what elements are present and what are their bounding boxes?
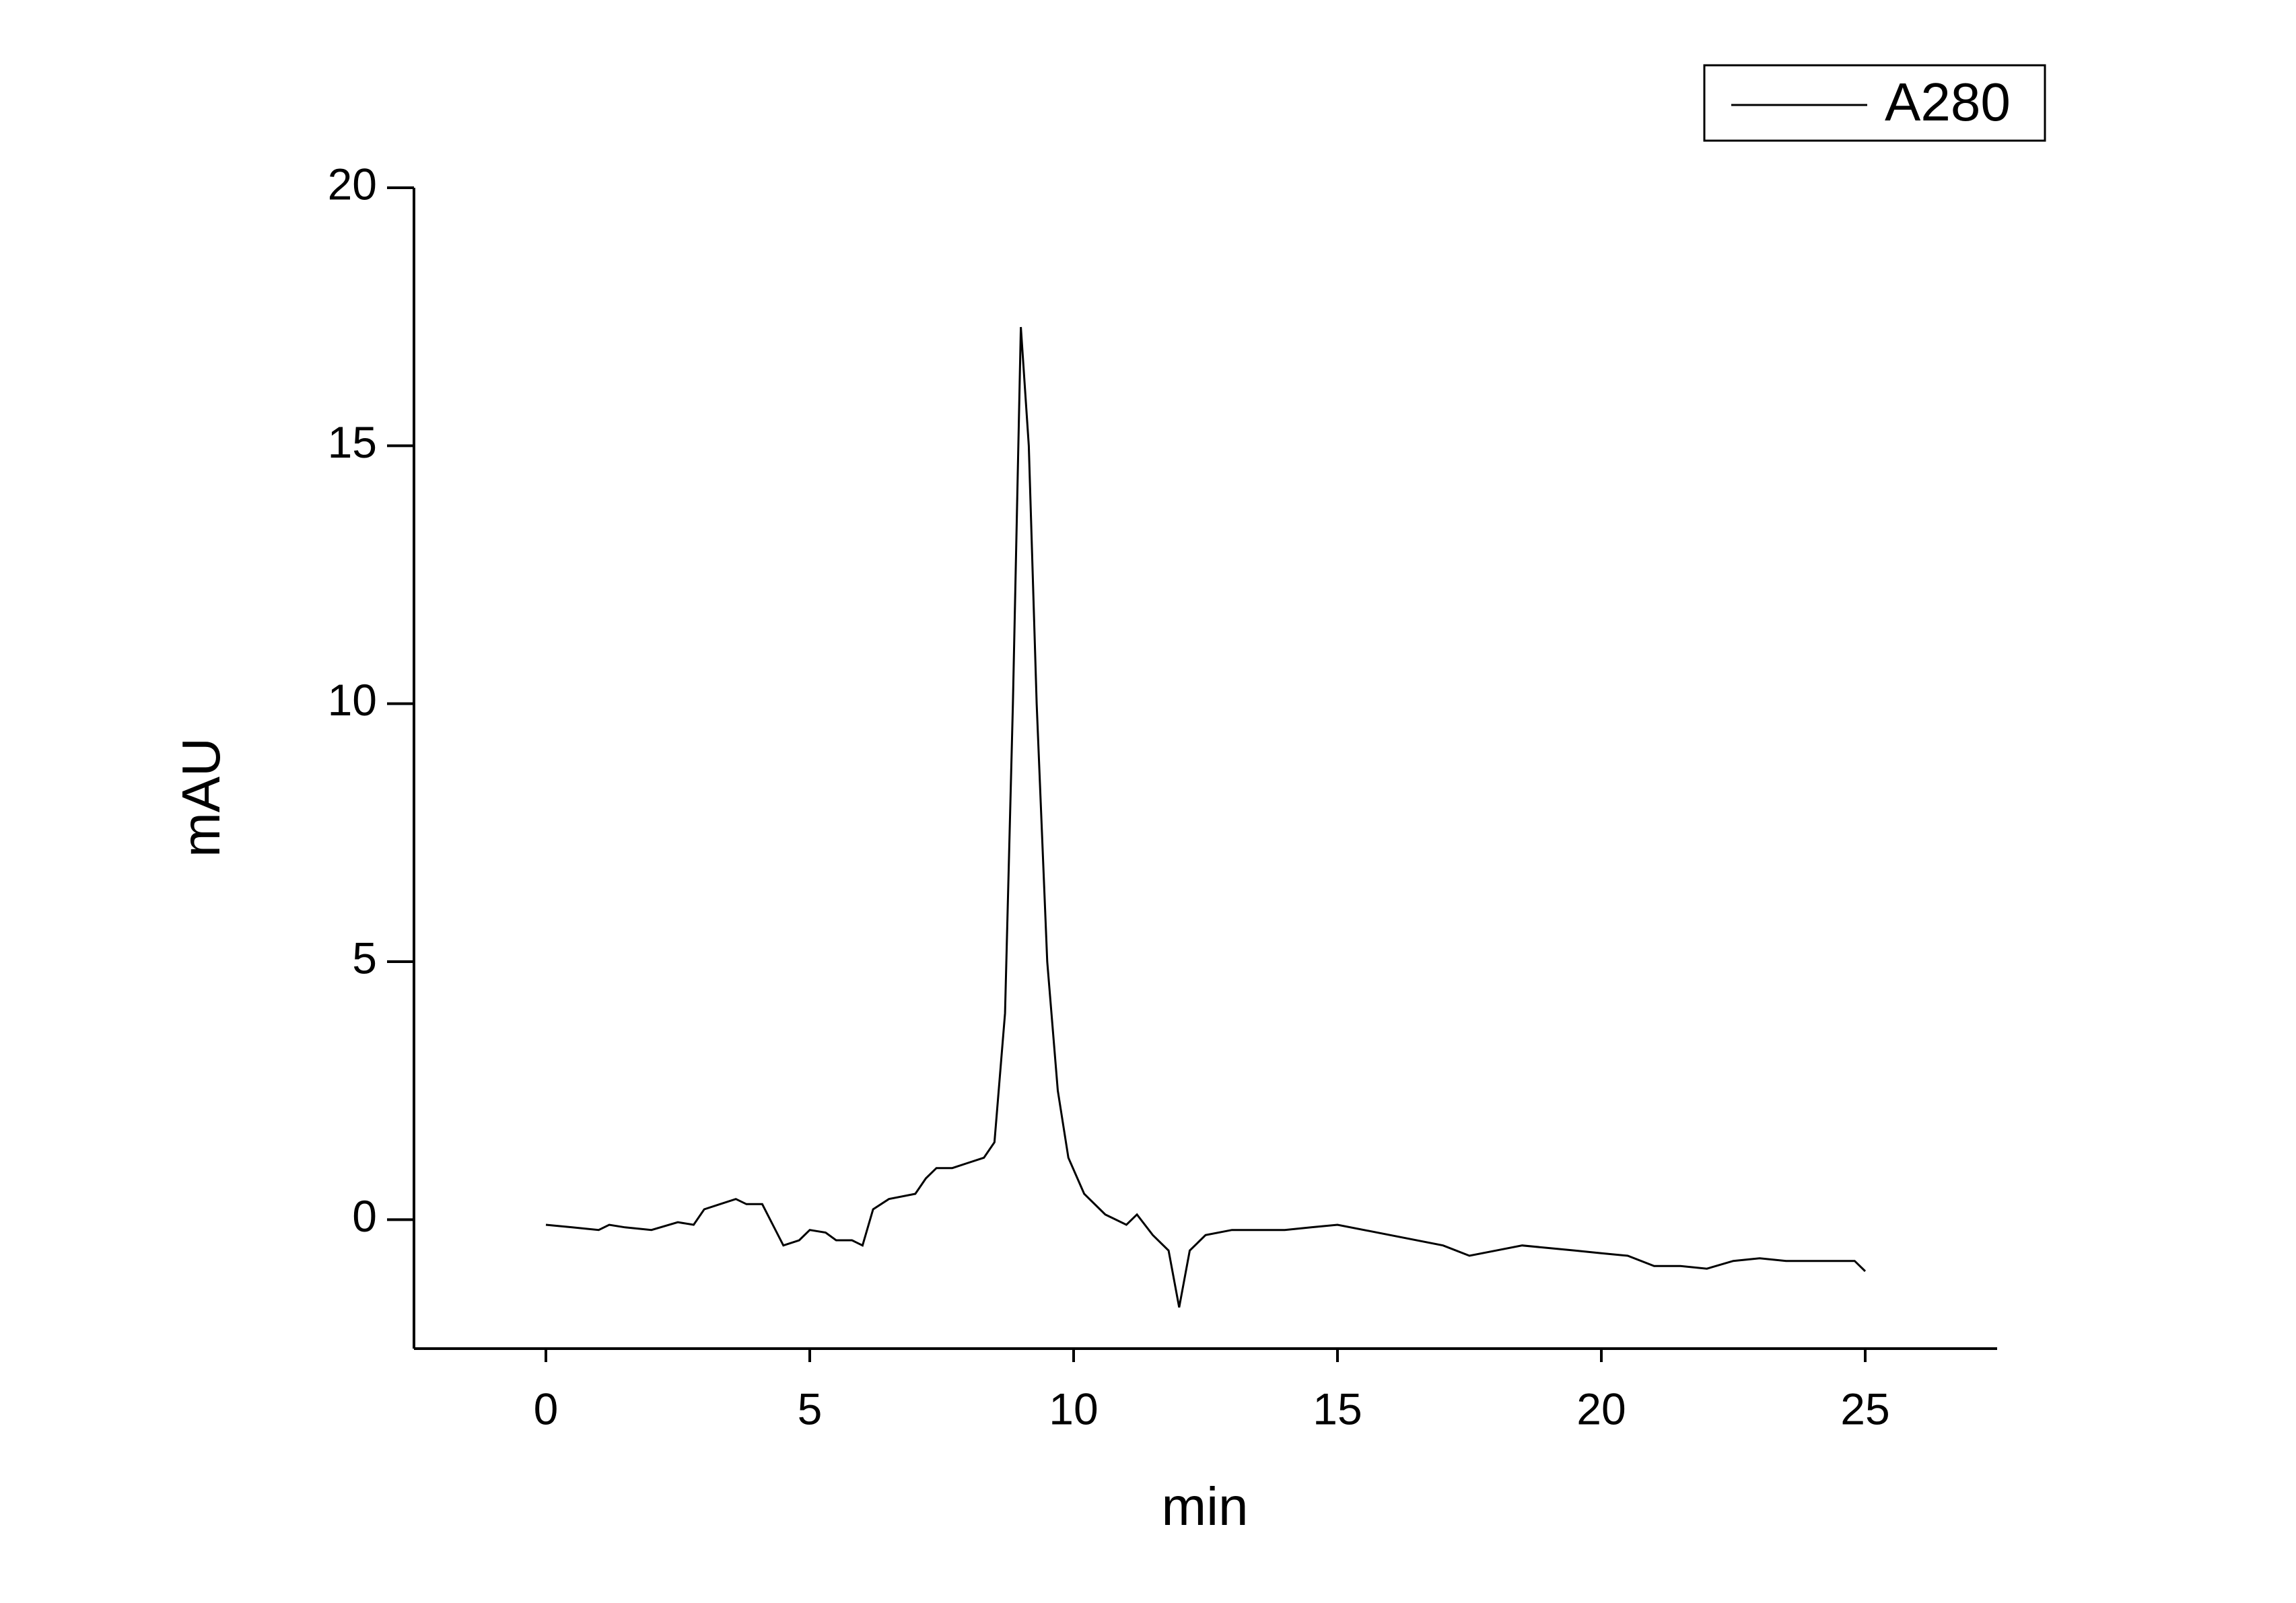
x-tick-label: 0 <box>534 1384 559 1433</box>
x-tick-label: 20 <box>1576 1384 1626 1433</box>
legend-label: A280 <box>1885 72 2011 132</box>
x-tick-label: 15 <box>1313 1384 1362 1433</box>
y-axis-title: mAU <box>171 738 231 857</box>
x-tick-label: 25 <box>1840 1384 1889 1433</box>
x-tick-label: 5 <box>798 1384 823 1433</box>
legend-box <box>1703 64 2046 142</box>
y-tick-label: 20 <box>328 159 377 209</box>
data-line <box>545 326 1867 1308</box>
x-axis-title: min <box>1162 1476 1249 1536</box>
y-tick-label: 0 <box>352 1191 377 1241</box>
x-tick-label: 10 <box>1049 1384 1098 1433</box>
y-tick-label: 5 <box>352 933 377 983</box>
y-tick-label: 10 <box>328 675 377 725</box>
y-tick-label: 15 <box>328 417 377 467</box>
